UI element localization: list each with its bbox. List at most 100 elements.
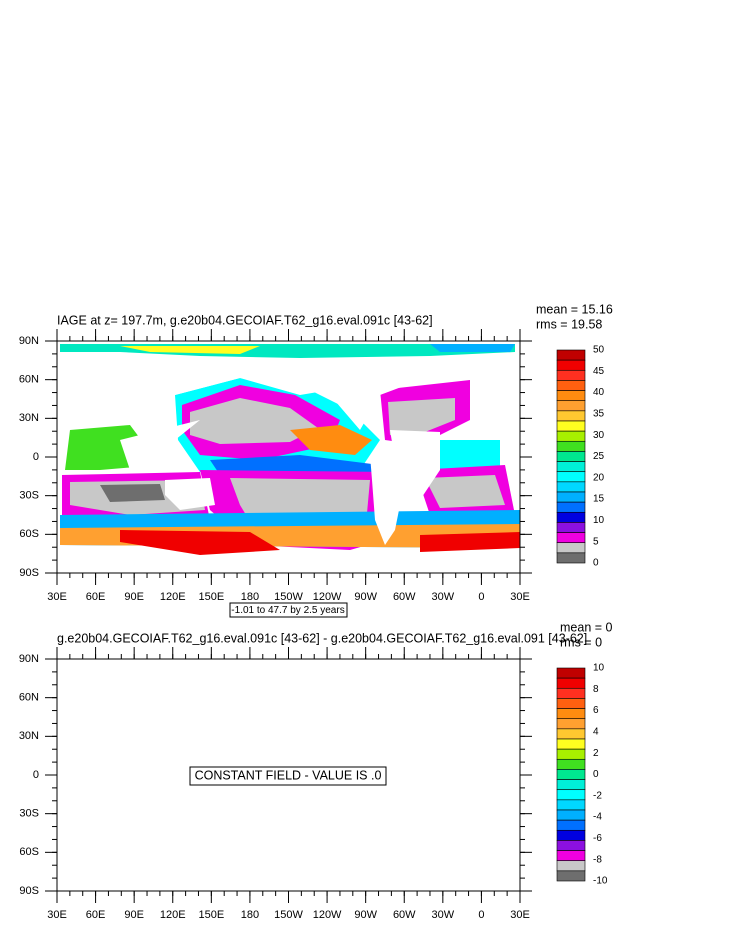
colorbar-box — [556, 461, 586, 473]
colorbar-box — [556, 748, 586, 760]
colorbar-box — [556, 758, 586, 770]
colorbar-box — [556, 511, 586, 523]
contour-info-box — [229, 602, 348, 618]
lat-label: 60N — [19, 374, 39, 386]
colorbar-box — [556, 840, 586, 851]
field-panel-1 — [57, 341, 520, 573]
colorbar-label: 5 — [593, 536, 599, 547]
colorbar-box — [556, 799, 586, 811]
lat-label: 30N — [19, 412, 39, 424]
lat-label: 30N — [19, 730, 39, 742]
lon-label: 30W — [432, 591, 455, 603]
colorbar-box — [556, 677, 586, 689]
lat-label: 60S — [19, 528, 39, 540]
lat-label: 90S — [19, 885, 39, 897]
lon-label: 60W — [393, 591, 416, 603]
lon-label: 180 — [241, 591, 259, 603]
colorbar-box — [556, 522, 586, 533]
lon-label: 150W — [274, 591, 303, 603]
colorbar-label: 10 — [593, 515, 605, 526]
colorbar-box — [556, 698, 586, 709]
colorbar-label: 20 — [593, 472, 605, 483]
rms-label: rms = 0 — [560, 635, 602, 649]
colorbar-label: -2 — [593, 790, 602, 801]
colorbar-box — [556, 667, 586, 679]
colorbar-label: 50 — [593, 345, 605, 356]
colorbar-box — [556, 708, 586, 720]
lat-label: 60S — [19, 846, 39, 858]
colorbar-box — [556, 850, 586, 862]
lon-label: 0 — [478, 591, 484, 603]
colorbar-box — [556, 738, 586, 750]
colorbar-label: 6 — [593, 705, 599, 716]
lat-label: 0 — [33, 769, 39, 781]
colorbar-label: 8 — [593, 684, 599, 695]
colorbar-box — [556, 359, 586, 371]
lon-label: 30W — [432, 909, 455, 921]
lon-label: 90E — [124, 591, 144, 603]
lat-label: 90S — [19, 567, 39, 579]
colorbar-box — [556, 471, 586, 483]
colorbar-label: 2 — [593, 748, 599, 759]
colorbar-box — [556, 718, 586, 730]
colorbar-box — [556, 420, 586, 432]
colorbar-label: -10 — [593, 876, 608, 887]
lat-label: 90N — [19, 653, 39, 665]
colorbar-box — [556, 501, 586, 513]
colorbar-label: 10 — [593, 663, 605, 674]
colorbar-box — [556, 870, 586, 882]
lat-label: 30S — [19, 490, 39, 502]
colorbar-box — [556, 789, 586, 801]
colorbar-box — [556, 819, 586, 831]
colorbar-box — [556, 532, 586, 544]
colorbar-box — [556, 481, 586, 493]
panel-title: g.e20b04.GECOIAF.T62_g16.eval.091c [43-6… — [57, 631, 587, 645]
colorbar-box — [556, 430, 586, 442]
colorbar-label: 25 — [593, 451, 605, 462]
lon-label: 150W — [274, 909, 303, 921]
colorbar-label: 35 — [593, 409, 605, 420]
lon-label: 90E — [124, 909, 144, 921]
lon-label: 60W — [393, 909, 416, 921]
colorbar-box — [556, 769, 586, 780]
colorbar-box — [556, 542, 586, 554]
note-box — [189, 766, 387, 786]
colorbar-box — [556, 809, 586, 821]
lat-label: 60N — [19, 692, 39, 704]
lon-label: 150E — [198, 909, 224, 921]
lat-label: 0 — [33, 451, 39, 463]
colorbar-label: 0 — [593, 558, 599, 569]
lon-label: 120E — [160, 591, 186, 603]
lon-label: 90W — [354, 909, 377, 921]
lon-label: 30E — [510, 909, 530, 921]
colorbar-label: 4 — [593, 727, 599, 738]
colorbar-box — [556, 410, 586, 422]
colorbar-box — [556, 380, 586, 391]
colorbar-box — [556, 728, 586, 740]
colorbar-box — [556, 400, 586, 412]
colorbar-label: 40 — [593, 387, 605, 398]
lon-label: 30E — [47, 591, 67, 603]
lon-label: 60E — [86, 909, 106, 921]
colorbar-box — [556, 349, 586, 361]
contour-info: -1.01 to 47.7 by 2.5 years — [231, 605, 344, 616]
colorbar-box — [556, 779, 586, 791]
colorbar-label: 45 — [593, 366, 605, 377]
lon-label: 30E — [510, 591, 530, 603]
colorbar-box — [556, 491, 586, 503]
colorbar-box — [556, 369, 586, 381]
lat-label: 30S — [19, 808, 39, 820]
lon-label: 90W — [354, 591, 377, 603]
colorbar-box — [556, 552, 586, 564]
colorbar-box — [556, 687, 586, 699]
lon-label: 30E — [47, 909, 67, 921]
mean-label: mean = 0 — [560, 620, 613, 634]
colorbar-box — [556, 860, 586, 872]
lon-label: 120W — [313, 591, 342, 603]
lon-label: 120W — [313, 909, 342, 921]
rms-label: rms = 19.58 — [536, 317, 602, 331]
note: CONSTANT FIELD - VALUE IS .0 — [195, 768, 382, 782]
lon-label: 180 — [241, 909, 259, 921]
